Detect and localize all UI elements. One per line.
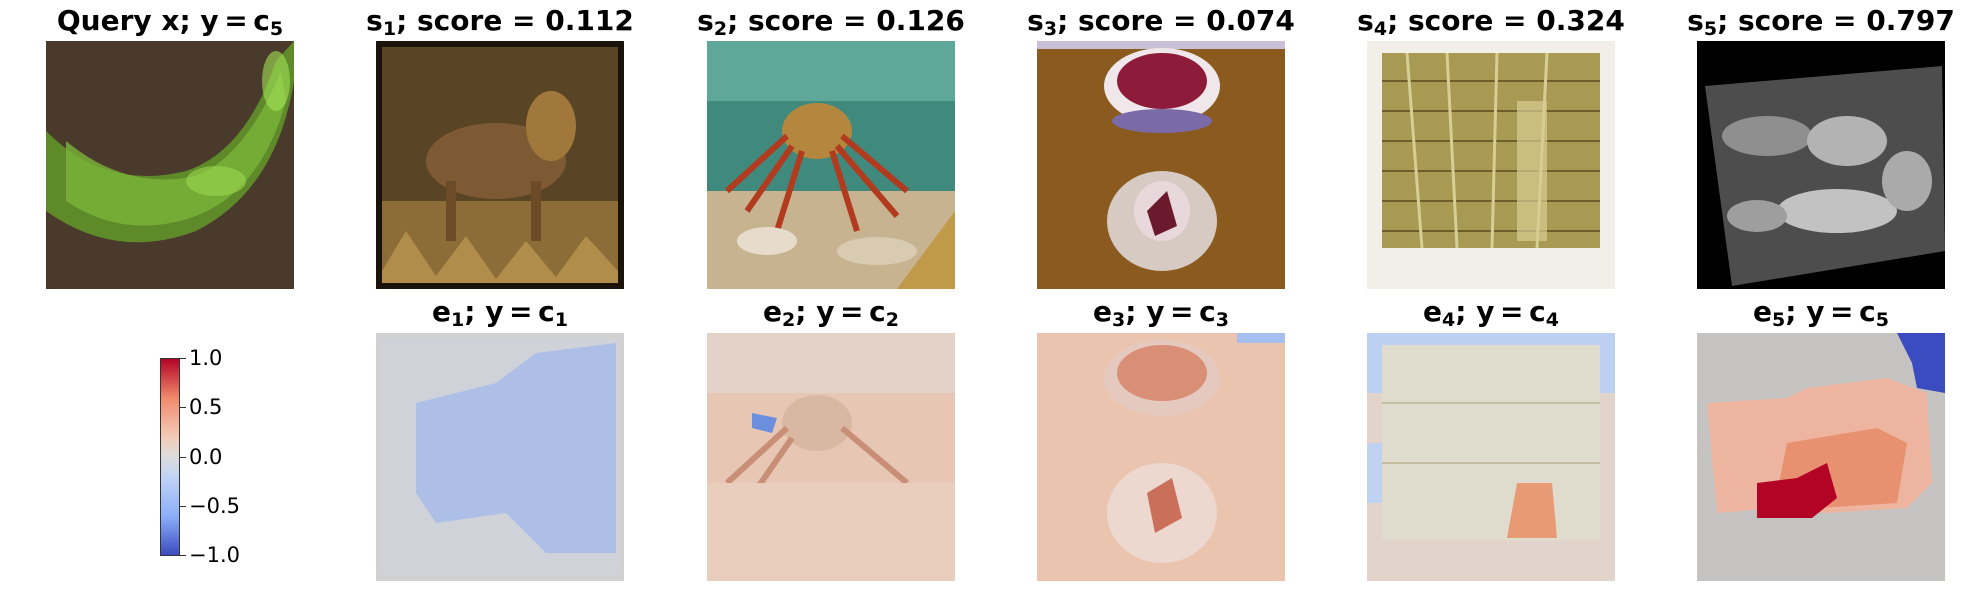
sample-title-1: s1; score = 0.112 <box>366 4 634 40</box>
explanation-title-1: e1; y = c1 <box>432 295 568 331</box>
sample-panel-4: s4; score = 0.324 <box>1357 0 1625 300</box>
grayscale-image <box>1697 41 1945 289</box>
sample-panel-2: s2; score = 0.126 <box>697 0 965 300</box>
library-image <box>1367 41 1615 289</box>
lion-image <box>376 41 624 289</box>
explanation-panel-1: e1; y = c1 <box>376 0 624 591</box>
colorbar-tick-label: −0.5 <box>189 494 240 518</box>
sample-panel-5: s5; score = 0.797 <box>1687 0 1955 300</box>
explanation-heatmap-5 <box>1697 333 1945 581</box>
sample-panel-1: s1; score = 0.112 <box>366 0 634 300</box>
explanation-heatmap-3 <box>1037 333 1285 581</box>
explanation-heatmap-1 <box>376 333 624 581</box>
explanation-title-5: e5; y = c5 <box>1753 295 1889 331</box>
sample-panel-3: s3; score = 0.074 <box>1027 0 1295 300</box>
colorbar-tick-label: −1.0 <box>189 543 240 567</box>
sample-title-3: s3; score = 0.074 <box>1027 4 1295 40</box>
query-title: Query x; y = c5 <box>56 4 284 40</box>
explanation-panel-2: e2; y = c2 <box>707 0 955 591</box>
sample-title-2: s2; score = 0.126 <box>697 4 965 40</box>
explanation-heatmap-4 <box>1367 333 1615 581</box>
explanation-title-2: e2; y = c2 <box>763 295 899 331</box>
explanation-panel-4: e4; y = c4 <box>1367 0 1615 591</box>
explanation-heatmap-2 <box>707 333 955 581</box>
explanation-panel-5: e5; y = c5 <box>1697 0 1945 591</box>
explanation-title-4: e4; y = c4 <box>1423 295 1559 331</box>
explanation-title-3: e3; y = c3 <box>1093 295 1229 331</box>
crab-image <box>707 41 955 289</box>
colorbar-tick-label: 1.0 <box>189 346 223 370</box>
colorbar-tick-label: 0.5 <box>189 395 223 419</box>
colorbar <box>160 358 180 556</box>
query-panel: Query x; y = c5 <box>46 0 294 300</box>
colorbar-tick-label: 0.0 <box>189 445 223 469</box>
explanation-panel-3: e3; y = c3 <box>1037 0 1285 591</box>
sample-title-5: s5; score = 0.797 <box>1687 4 1955 40</box>
dessert-image <box>1037 41 1285 289</box>
sample-title-4: s4; score = 0.324 <box>1357 4 1625 40</box>
query-image <box>46 41 294 289</box>
